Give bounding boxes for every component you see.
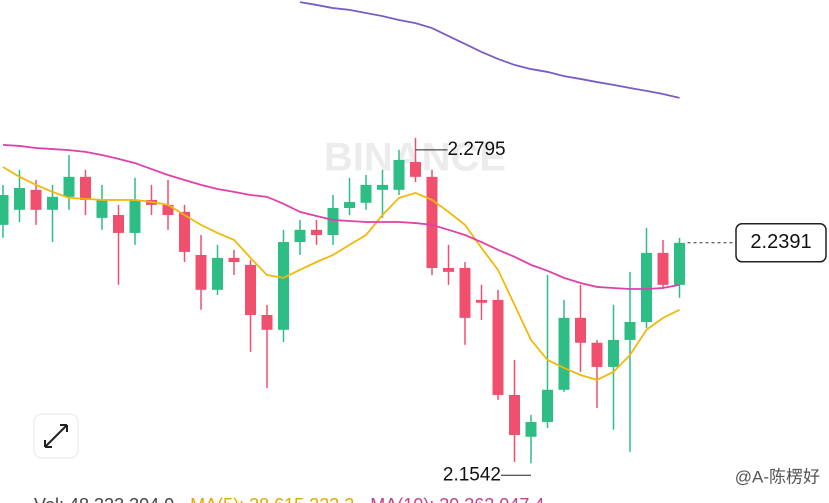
candle-body [14, 188, 25, 210]
candle-body [476, 299, 487, 303]
candle-body [410, 162, 421, 177]
candle-body [575, 317, 586, 343]
low-label: 2.1542 [443, 464, 501, 485]
candle-body [0, 195, 9, 225]
candle-body [212, 257, 223, 290]
candle-body [558, 317, 570, 390]
ma-line [299, 1, 680, 99]
footer-text: MA(10): 39,362,047.4 [370, 495, 544, 503]
ma-line [2, 166, 680, 381]
candle-body [327, 207, 339, 236]
candle-body [608, 339, 619, 367]
candle-body [47, 196, 58, 210]
candle-body [129, 199, 141, 233]
footer-text: MA(5): 38,615,223.3 [190, 495, 354, 503]
candle-body [360, 184, 372, 203]
candle-body [294, 229, 306, 243]
candle-body [509, 394, 520, 435]
candle-body [377, 184, 388, 190]
candle-body [179, 211, 190, 252]
candle-body [63, 176, 75, 197]
candle-body [591, 342, 603, 367]
candle-body [542, 389, 553, 422]
credit: @A-陈楞好 [735, 467, 820, 486]
candle-body [261, 314, 273, 330]
candle-body [311, 229, 322, 236]
candle-body [195, 254, 207, 290]
candle-body [278, 242, 289, 330]
high-label: 2.2795 [448, 139, 506, 160]
price-label: 2.2391 [750, 231, 811, 253]
candle-body [459, 267, 471, 318]
candle-body [624, 321, 636, 340]
ma-line [2, 143, 680, 290]
candle-body [96, 199, 108, 218]
candle-body [393, 159, 405, 190]
candle-body [443, 267, 454, 272]
candle-body [162, 204, 174, 216]
candle-body [492, 299, 504, 395]
candle-body [80, 176, 91, 200]
candle-body [30, 189, 42, 210]
candle-body [228, 257, 240, 263]
candle-body [674, 242, 685, 285]
candle-body [641, 252, 652, 322]
footer-text: Vol: 48,323,304.0 [34, 495, 174, 503]
candle-body [657, 252, 669, 285]
candle-body [344, 202, 355, 208]
expand-icon [44, 424, 68, 448]
candle-body [245, 264, 256, 315]
candle-body [525, 421, 537, 437]
price-box [735, 223, 827, 263]
candle-body [426, 176, 438, 268]
candle-body [113, 215, 124, 233]
